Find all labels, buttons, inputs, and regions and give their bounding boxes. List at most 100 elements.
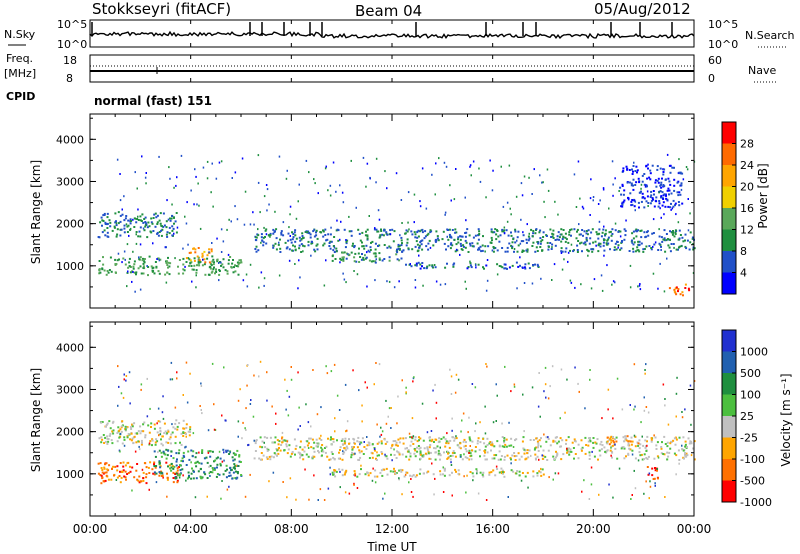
scatter-cell	[470, 174, 472, 177]
scatter-cell	[204, 473, 207, 476]
scatter-cell	[174, 435, 177, 438]
scatter-cell	[604, 229, 607, 232]
scatter-cell	[449, 243, 452, 246]
scatter-cell	[356, 440, 359, 443]
scatter-cell	[445, 248, 447, 251]
scatter-cell	[238, 455, 241, 458]
scatter-cell	[404, 232, 407, 235]
scatter-cell	[139, 215, 142, 218]
scatter-cell	[411, 417, 414, 420]
scatter-cell	[159, 212, 162, 215]
scatter-cell	[206, 254, 209, 257]
scatter-cell	[339, 238, 341, 241]
scatter-cell	[435, 230, 438, 233]
scatter-band	[153, 448, 243, 480]
scatter-cell	[139, 432, 142, 435]
scatter-cell	[340, 258, 343, 261]
scatter-cell	[539, 415, 541, 418]
scatter-cell	[268, 480, 270, 483]
scatter-cell	[589, 440, 592, 443]
scatter-cell	[239, 388, 241, 391]
scatter-cell	[641, 174, 644, 177]
scatter-cell	[342, 259, 345, 262]
scatter-cell	[275, 448, 278, 450]
scatter-cell	[109, 432, 112, 435]
scatter-cell	[299, 446, 302, 449]
colorbar-segment	[722, 229, 736, 252]
scatter-cell	[430, 430, 433, 432]
scatter-cell	[345, 469, 348, 472]
scatter-cell	[360, 258, 363, 261]
scatter-cell	[140, 220, 143, 222]
scatter-cell	[135, 441, 138, 444]
scatter-cell	[213, 261, 215, 264]
scatter-cell	[644, 439, 647, 442]
scatter-cell	[102, 263, 105, 266]
scatter-cell	[530, 454, 532, 457]
scatter-cell	[176, 377, 178, 380]
scatter-cell	[650, 190, 653, 193]
scatter-cell	[567, 260, 569, 263]
scatter-cell	[566, 378, 568, 381]
scatter-cell	[619, 230, 622, 233]
scatter-cell	[332, 161, 335, 164]
scatter-cell	[577, 382, 579, 385]
scatter-cell	[589, 369, 591, 371]
scatter-cell	[138, 256, 140, 259]
scatter-cell	[566, 447, 568, 450]
scatter-cell	[180, 443, 183, 446]
scatter-cell	[666, 198, 669, 201]
scatter-cell	[666, 189, 669, 192]
scatter-cell	[208, 273, 211, 276]
scatter-cell	[666, 445, 669, 448]
scatter-cell	[329, 194, 332, 197]
scatter-cell	[466, 457, 469, 460]
scatter-cell	[505, 445, 508, 448]
scatter-cell	[253, 374, 255, 377]
scatter-cell	[303, 245, 306, 248]
scatter-cell	[674, 202, 677, 205]
scatter-cell	[590, 248, 593, 251]
scatter-cell	[196, 264, 198, 267]
beam-title: Beam 04	[355, 2, 422, 20]
scatter-cell	[298, 247, 301, 250]
scatter-cell	[618, 467, 621, 470]
scatter-cell	[102, 472, 105, 475]
scatter-cell	[410, 265, 413, 268]
scatter-cell	[418, 230, 421, 233]
scatter-cell	[383, 258, 386, 260]
scatter-cell	[646, 458, 649, 460]
scatter-cell	[323, 284, 326, 287]
scatter-cell	[136, 218, 139, 220]
scatter-cell	[538, 470, 541, 473]
scatter-cell	[226, 270, 229, 273]
scatter-cell	[218, 270, 221, 272]
scatter-cell	[617, 244, 620, 247]
scatter-cell	[279, 238, 281, 241]
scatter-cell	[129, 402, 131, 405]
scatter-cell	[295, 237, 298, 240]
scatter-cell	[576, 230, 578, 233]
scatter-cell	[306, 231, 309, 233]
scatter-cell	[138, 230, 141, 233]
scatter-cell	[176, 467, 179, 470]
scatter-cell	[466, 474, 468, 477]
scatter-cell	[201, 449, 204, 452]
scatter-cell	[110, 270, 113, 273]
scatter-cell	[621, 446, 624, 449]
scatter-cell	[659, 243, 662, 246]
scatter-cell	[614, 438, 616, 441]
scatter-cell	[657, 477, 659, 480]
scatter-cell	[602, 244, 605, 247]
scatter-cell	[482, 438, 484, 440]
scatter-cell	[120, 430, 123, 433]
y-tick-label: 1000	[56, 468, 84, 481]
scatter-cell	[447, 238, 450, 241]
scatter-cell	[232, 471, 235, 474]
scatter-cell	[134, 217, 137, 220]
scatter-cell	[573, 438, 576, 441]
scatter-cell	[621, 185, 624, 187]
x-axis-label: Time UT	[366, 540, 417, 554]
scatter-cell	[648, 472, 651, 475]
